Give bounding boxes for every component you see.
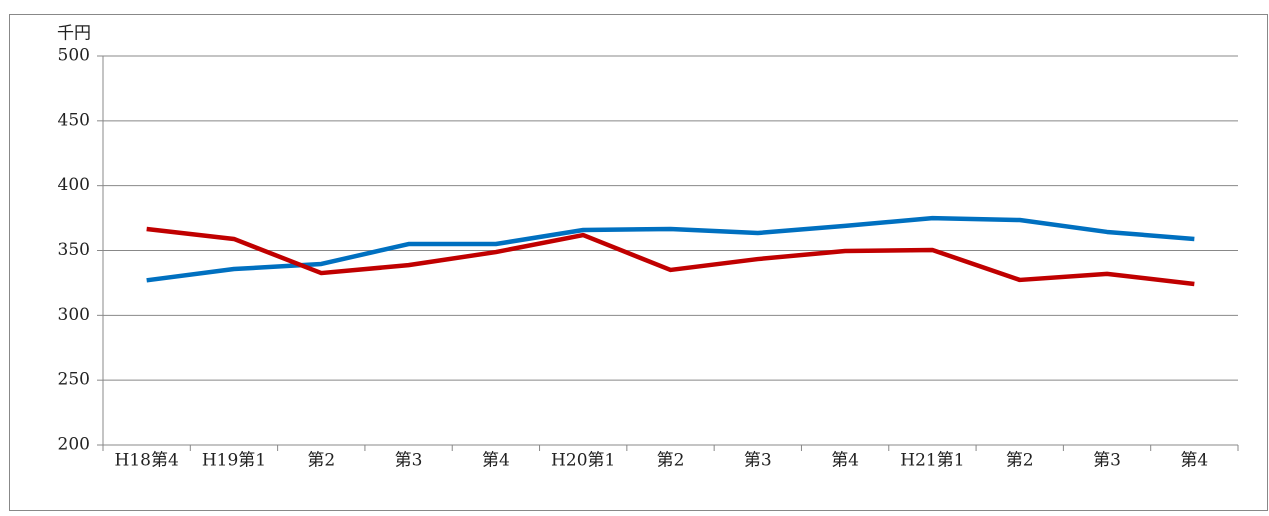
x-tick-label: 第4 (1180, 451, 1208, 471)
series-line (146, 215, 1195, 283)
y-tick-label: 200 (58, 435, 90, 455)
x-tick-label: H21第1 (900, 451, 964, 471)
x-tick-label: 第4 (482, 451, 510, 471)
x-tick-label: 第2 (307, 451, 335, 471)
y-tick-label: 350 (58, 240, 90, 260)
x-tick-label: 第4 (831, 451, 859, 471)
x-tick-label: 第2 (1006, 451, 1034, 471)
x-tick-label: H19第1 (202, 451, 266, 471)
x-tick-label: H20第1 (551, 451, 615, 471)
y-tick-label: 300 (58, 305, 90, 325)
x-tick-label: 第3 (744, 451, 772, 471)
y-tick-label: 400 (58, 175, 90, 195)
series-line (146, 226, 1195, 287)
x-tick-label: 第3 (395, 451, 423, 471)
x-tick-label: H18第4 (115, 451, 179, 471)
y-tick-label: 500 (58, 46, 90, 66)
x-tick-label: 第2 (657, 451, 685, 471)
y-tick-label: 450 (58, 110, 90, 130)
x-tick-label: 第3 (1093, 451, 1121, 471)
y-unit-label: 千円 (57, 24, 91, 44)
y-tick-label: 250 (58, 370, 90, 390)
chart-frame (9, 14, 1268, 511)
